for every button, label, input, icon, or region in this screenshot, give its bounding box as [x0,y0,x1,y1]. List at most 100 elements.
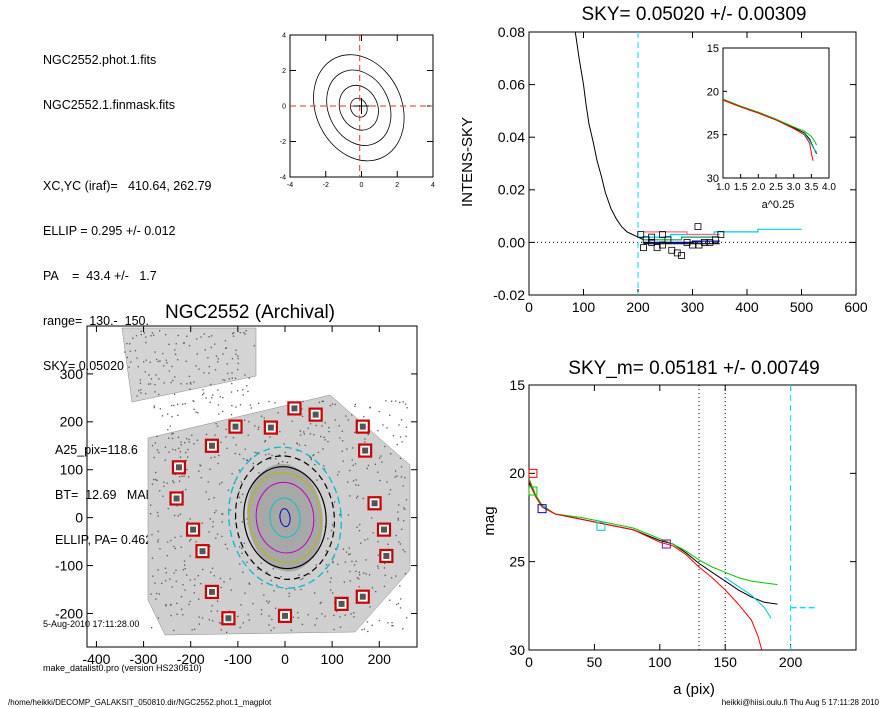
sky-xtick-label: 400 [735,299,759,315]
noise-dot [354,405,356,407]
noise-dot [252,465,254,468]
noise-dot [385,400,387,402]
noise-dot [355,560,357,562]
noise-dot [365,573,367,575]
noise-dot [371,624,373,626]
sky-box-inner [338,600,345,607]
noise-dot [138,390,140,392]
noise-dot [321,400,323,402]
noise-dot [195,365,197,367]
noise-dot [359,524,361,526]
noise-dot [246,561,248,563]
noise-dot [159,490,161,492]
noise-dot [174,536,176,539]
noise-dot [196,338,198,340]
noise-dot [219,396,221,398]
noise-dot [174,449,177,451]
noise-dot [397,511,399,513]
inset-series-line [803,133,817,153]
noise-dot [333,628,335,631]
noise-dot [186,335,188,337]
noise-dot [290,629,292,631]
info-line: PA = 43.4 +/- 1.7 [43,269,157,283]
noise-dot [181,608,183,610]
noise-dot [176,613,178,615]
noise-dot [331,403,334,405]
noise-dot [314,463,316,466]
noise-dot [188,375,190,377]
noise-dot [168,437,170,439]
noise-dot [175,569,177,571]
noise-dot [341,450,343,452]
noise-dot [252,462,254,465]
noise-dot [400,466,403,468]
noise-dot [383,585,386,588]
noise-dot [166,555,168,557]
noise-dot [221,481,223,484]
noise-dot [399,436,402,438]
noise-dot [377,565,379,567]
noise-dot [165,605,167,607]
noise-dot [190,538,192,541]
noise-dot [220,629,222,631]
noise-dot [158,393,160,396]
noise-dot [247,614,249,616]
noise-dot [212,620,214,622]
noise-dot [150,504,152,506]
noise-dot [275,458,277,460]
noise-dot [405,617,408,619]
noise-dot [208,365,210,368]
noise-dot [232,437,235,439]
noise-dot [212,521,214,523]
noise-dot [218,454,220,457]
noise-dot [209,468,211,470]
noise-dot [268,453,270,455]
noise-dot [226,631,228,633]
sky-box-marker [694,223,702,231]
noise-dot [237,390,239,392]
noise-dot [161,415,164,417]
noise-dot [237,368,239,371]
noise-dot [266,571,268,573]
noise-dot [258,426,260,428]
noise-dot [368,574,371,576]
noise-dot [154,351,156,353]
noise-dot [209,401,211,403]
noise-dot [173,481,175,484]
noise-dot [214,434,216,436]
noise-dot [364,438,366,440]
contour-ytick-label: 2 [282,68,286,75]
noise-dot [143,361,145,363]
sky-box-inner [359,593,366,600]
noise-dot [158,593,160,595]
noise-dot [297,612,299,614]
noise-dot [187,521,189,523]
noise-dot [347,514,350,516]
noise-dot [395,400,397,402]
noise-dot [200,465,202,467]
noise-dot [319,602,321,605]
noise-dot [246,459,248,461]
noise-dot [268,400,270,403]
noise-dot [145,341,147,344]
sky-box-marker [648,233,656,241]
noise-dot [157,541,159,543]
noise-dot [193,381,195,383]
noise-dot [253,345,256,347]
image-xtick-label: -100 [224,651,252,667]
sky-ytick-label: 0.02 [498,182,525,198]
mag-title: SKY_m= 0.05181 +/- 0.00749 [568,358,819,379]
noise-dot [377,567,379,569]
noise-dot [304,444,306,446]
noise-dot [196,439,199,441]
noise-dot [264,441,266,443]
noise-dot [195,411,197,413]
noise-dot [163,485,165,487]
contour-xtick-label: 4 [431,182,435,189]
noise-dot [230,589,232,591]
noise-dot [163,481,165,483]
noise-dot [330,529,333,532]
noise-dot [159,330,161,332]
noise-dot [400,419,403,421]
noise-dot [169,604,172,606]
